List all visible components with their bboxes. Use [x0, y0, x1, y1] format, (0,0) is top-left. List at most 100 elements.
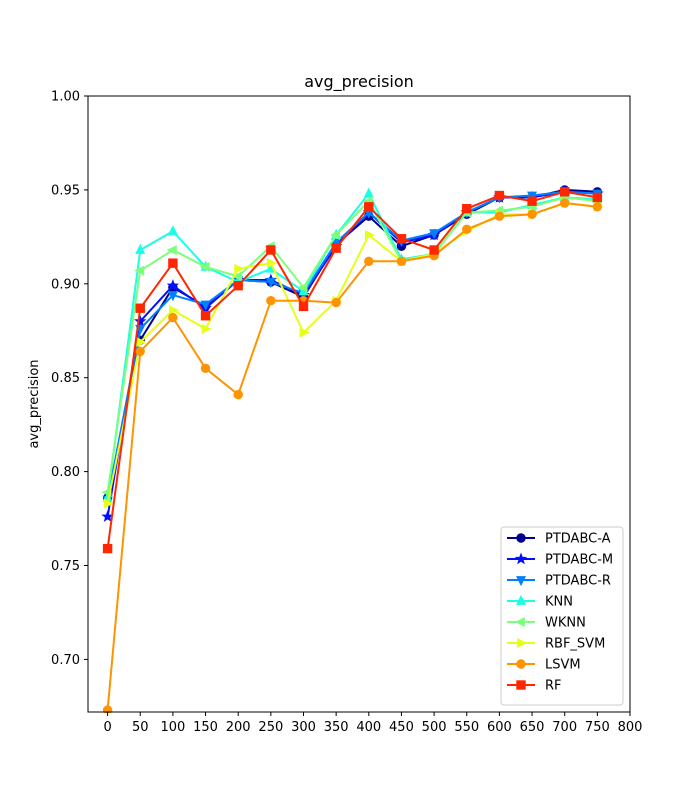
data-point — [166, 244, 177, 256]
legend-marker — [516, 533, 526, 543]
x-tick-label: 0 — [103, 720, 111, 735]
legend: PTDABC-A PTDABC-M PTDABC-R KNN WKNN RBF_SVM LS… — [500, 526, 624, 706]
data-point — [429, 245, 439, 255]
data-point — [494, 211, 505, 221]
x-tick-label: 100 — [160, 720, 185, 735]
data-point — [592, 192, 603, 203]
chart-title: avg_precision — [304, 72, 414, 92]
x-tick-label: 350 — [324, 720, 349, 735]
data-point — [462, 203, 472, 214]
data-point — [494, 190, 505, 201]
data-point — [233, 389, 243, 400]
data-point — [330, 229, 341, 240]
plot-frame — [87, 95, 631, 713]
data-point — [364, 229, 375, 240]
data-point — [135, 303, 145, 313]
data-point — [396, 234, 407, 244]
y-tick-label: 1.00 — [51, 90, 80, 105]
x-tick-label: 600 — [487, 720, 512, 735]
series-line — [106, 196, 598, 493]
data-point — [592, 202, 603, 212]
data-point — [234, 263, 245, 274]
data-point — [200, 363, 211, 374]
x-tick-label: 700 — [552, 720, 577, 735]
data-point — [200, 300, 211, 311]
legend-label: RF — [545, 679, 562, 694]
legend-item: RBF_SVM — [507, 637, 605, 652]
x-tick-label: 400 — [356, 720, 381, 735]
y-tick-label: 0.95 — [51, 183, 80, 198]
legend-item: RF — [507, 679, 562, 694]
legend-marker — [514, 616, 525, 628]
x-tick-label: 200 — [226, 720, 251, 735]
legend-item: PTDABC-R — [507, 574, 611, 589]
data-point — [136, 337, 147, 348]
data-point — [201, 323, 212, 334]
data-point — [364, 256, 374, 266]
y-tick-label: 0.90 — [51, 277, 80, 292]
data-point — [266, 245, 276, 255]
legend-label: LSVM — [545, 658, 581, 673]
data-point — [134, 265, 145, 276]
legend-label: WKNN — [545, 616, 586, 631]
y-axis-label: avg_precision — [27, 359, 42, 448]
legend-marker — [514, 552, 528, 565]
data-point — [396, 256, 407, 266]
data-point — [266, 296, 276, 306]
data-point — [232, 271, 243, 282]
data-point — [168, 312, 178, 323]
data-point — [266, 258, 277, 269]
legend-marker — [516, 659, 526, 669]
data-point — [527, 196, 537, 206]
x-tick-label: 450 — [389, 720, 414, 735]
x-tick-label: 800 — [618, 720, 643, 735]
series-line — [106, 190, 598, 549]
data-point — [462, 224, 472, 235]
x-tick-label: 750 — [585, 720, 610, 735]
series-layer — [101, 185, 604, 713]
x-tick-label: 650 — [520, 720, 545, 735]
legend-marker — [516, 680, 526, 690]
data-point — [527, 191, 538, 202]
y-tick-label: 0.70 — [51, 653, 80, 668]
data-point — [233, 280, 243, 291]
data-point — [265, 278, 276, 289]
data-point — [135, 346, 145, 357]
legend-item: PTDABC-A — [507, 532, 611, 547]
legend-item: WKNN — [507, 616, 586, 631]
x-tick-label: 250 — [258, 720, 283, 735]
data-point — [559, 187, 570, 197]
legend-marker — [515, 576, 527, 587]
data-point — [199, 261, 210, 272]
series-lsvm — [102, 198, 603, 713]
legend-marker — [517, 637, 528, 649]
data-point — [166, 279, 180, 291]
axes-layer: 0 50 100 150 200 250 300 350 400 450 500 550 600 650 7… — [51, 90, 642, 736]
data-point — [168, 305, 180, 316]
legend-marker — [515, 594, 527, 605]
data-point — [168, 258, 178, 268]
data-point — [102, 543, 113, 554]
y-tick-label: 0.80 — [51, 465, 80, 480]
data-point — [134, 314, 147, 327]
x-tick-label: 50 — [132, 720, 149, 735]
legend-box — [500, 526, 624, 706]
data-point — [297, 282, 308, 293]
legend-label: PTDABC-R — [545, 574, 611, 589]
legend-label: PTDABC-A — [545, 532, 611, 547]
data-point — [298, 301, 309, 312]
series-line — [106, 202, 598, 711]
data-point — [364, 202, 374, 212]
data-point — [429, 229, 440, 240]
x-tick-label: 550 — [454, 720, 479, 735]
data-point — [527, 209, 537, 220]
legend-label: KNN — [545, 595, 573, 610]
x-tick-label: 150 — [193, 720, 218, 735]
data-point — [559, 198, 570, 208]
legend-label: RBF_SVM — [545, 637, 605, 652]
data-point — [102, 705, 113, 713]
data-point — [103, 498, 114, 509]
legend-item: LSVM — [507, 658, 581, 673]
